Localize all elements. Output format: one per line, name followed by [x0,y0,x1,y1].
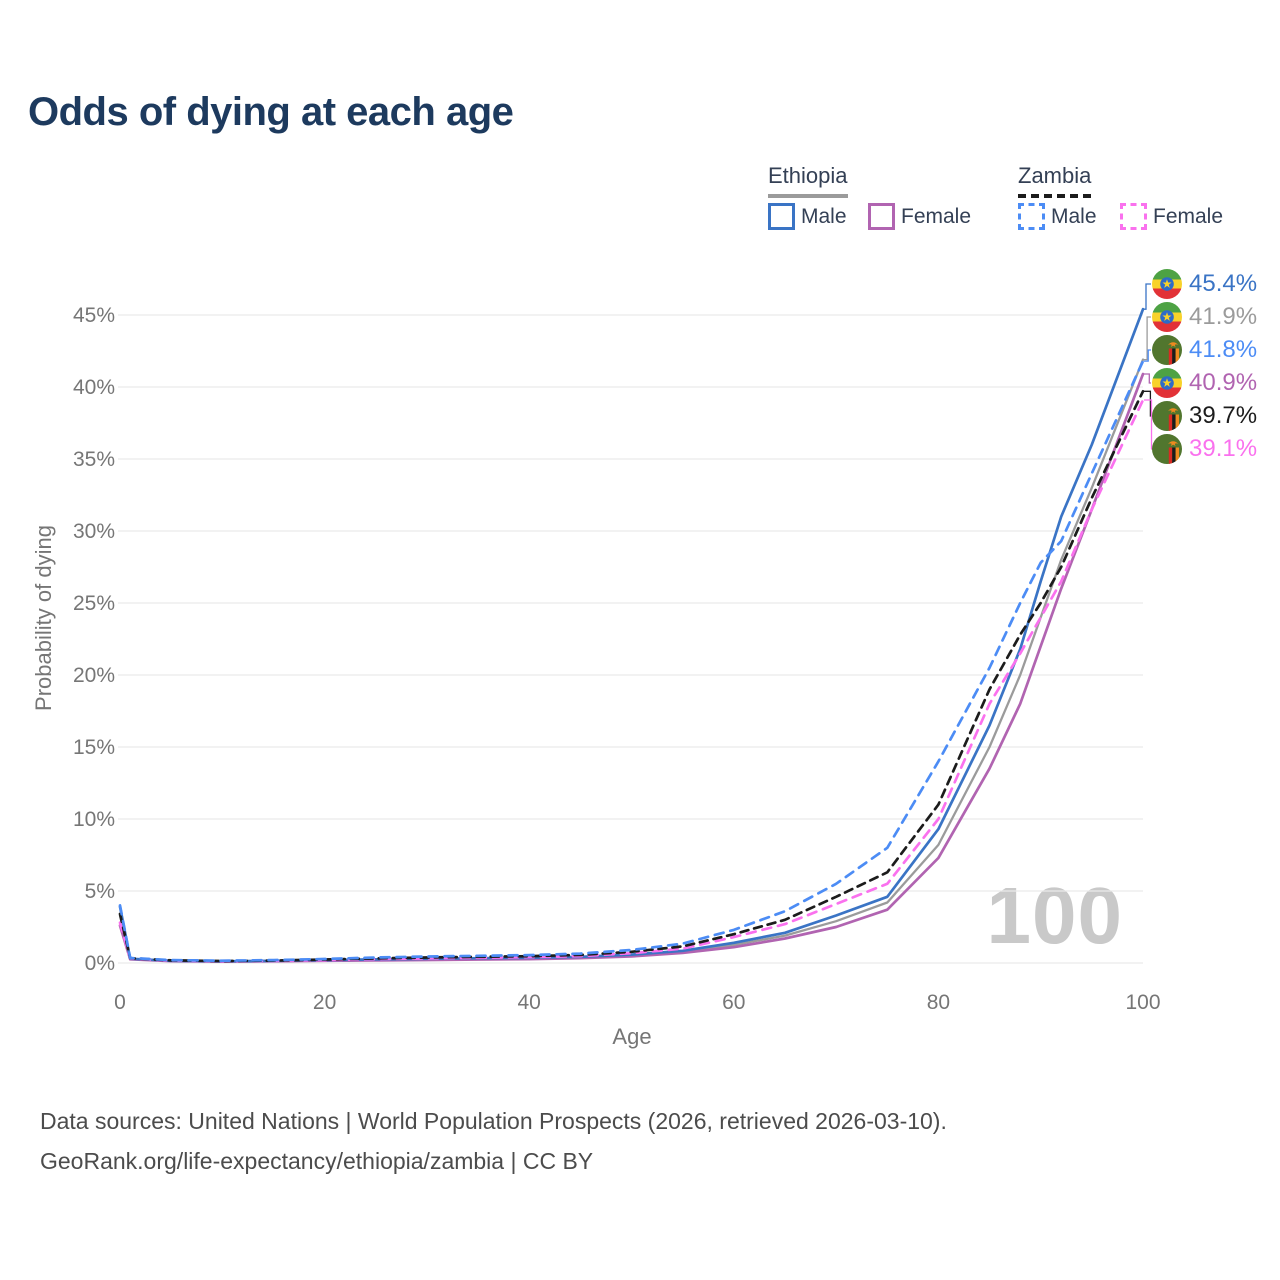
end-label-zambia-both-sexes: 39.7% [1152,401,1257,431]
y-tick-label: 30% [72,520,115,543]
legend-item-zambia-male[interactable]: Male [1018,203,1097,230]
x-tick-label: 60 [722,991,746,1014]
end-label-value: 41.8% [1189,336,1258,363]
zambia-flag-icon [1152,335,1182,365]
legend-item-zambia-female[interactable]: Female [1120,203,1223,230]
ethiopia-flag-icon [1152,269,1182,299]
attribution-line: GeoRank.org/life-expectancy/ethiopia/zam… [40,1148,594,1174]
legend-item-label: Male [801,204,847,228]
ethiopia-flag-icon [1152,269,1182,299]
y-tick-label: 40% [72,376,115,399]
ethiopia-flag-icon [1152,302,1182,332]
zambia-flag-icon [1152,335,1182,365]
end-label-leader-line [1144,399,1153,450]
y-tick-label: 20% [72,664,115,687]
end-label-leader-line [1144,373,1151,384]
end-label-value: 40.9% [1189,369,1258,396]
y-tick-label: 25% [72,592,115,615]
zambia-flag-icon [1152,434,1182,464]
end-label-leader-line [1144,316,1151,361]
x-tick-label: 40 [517,991,541,1014]
end-label-value: 39.1% [1189,435,1258,462]
zambia-flag-icon [1152,401,1182,431]
y-tick-label: 15% [72,736,115,759]
end-label-value: 45.4% [1189,270,1258,297]
ethiopia-male-swatch-icon [768,203,795,230]
legend-item-label: Male [1051,204,1097,228]
legend-item-ethiopia-female[interactable]: Female [868,203,971,230]
x-tick-label: 100 [1125,991,1161,1014]
y-tick-label: 35% [72,448,115,471]
end-label-value: 39.7% [1189,402,1258,429]
age-counter-watermark: 100 [986,871,1123,960]
zambia-male-swatch-icon [1018,203,1045,230]
x-tick-label: 20 [312,991,337,1014]
ethiopia-flag-icon [1152,368,1182,398]
ethiopia-flag-icon [1152,368,1182,398]
y-tick-label: 10% [72,808,115,831]
chart-title: Odds of dying at each age [28,90,514,134]
legend-group-ethiopia-header: Ethiopia [768,163,848,198]
y-tick-label: 0% [84,952,115,975]
legend-group-zambia-header: Zambia [1018,163,1092,198]
end-label-ethiopia-male: 45.4% [1152,269,1257,299]
y-tick-label: 5% [84,880,115,903]
x-tick-label: 80 [926,991,951,1014]
x-tick-label: 0 [114,991,126,1014]
zambia-female-swatch-icon [1120,203,1147,230]
legend-item-ethiopia-male[interactable]: Male [768,203,847,230]
legend-item-label: Female [901,204,972,228]
end-label-leader-line [1144,349,1151,362]
end-label-value: 41.9% [1189,303,1258,330]
zambia-flag-icon [1152,434,1182,464]
end-label-zambia-male: 41.8% [1152,335,1257,365]
end-label-zambia-female: 39.1% [1152,434,1257,464]
y-tick-label: 45% [72,304,115,327]
end-label-leader-line [1144,390,1152,417]
series-line-ethiopia-male [118,307,1145,963]
ethiopia-female-swatch-icon [868,203,895,230]
x-axis-title: Age [612,1024,652,1049]
end-label-ethiopia-female: 40.9% [1152,368,1257,398]
ethiopia-flag-icon [1152,302,1182,332]
data-sources-line: Data sources: United Nations | World Pop… [40,1108,947,1134]
zambia-flag-icon [1152,401,1182,431]
legend-item-label: Female [1153,204,1224,228]
end-label-leader-line [1144,283,1151,310]
end-label-ethiopia-both-sexes: 41.9% [1152,302,1257,332]
